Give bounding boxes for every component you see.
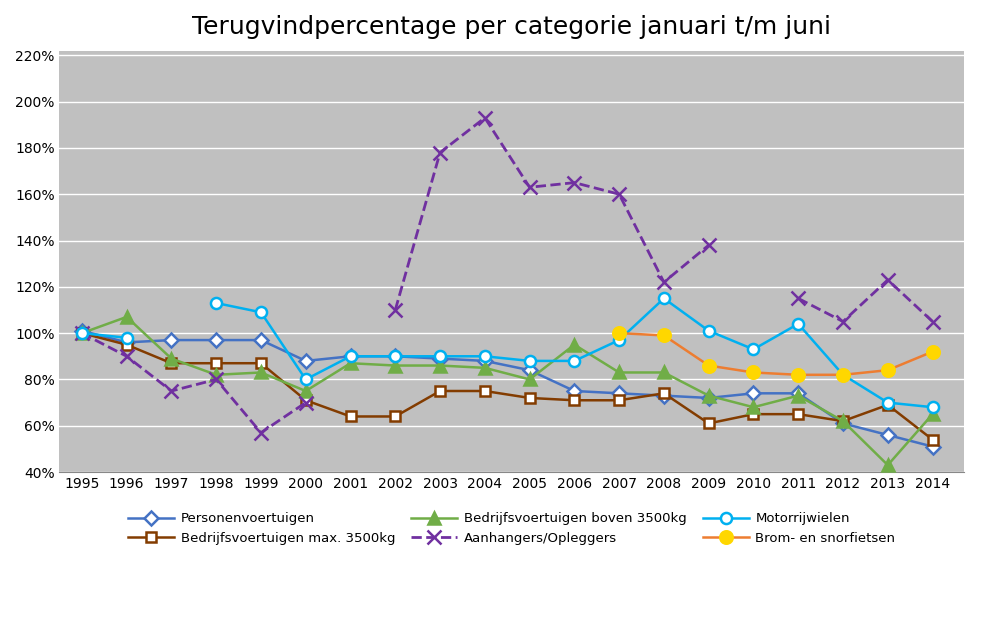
- Aanhangers/Opleggers: [166, 387, 178, 395]
- Personenvoertuigen: [166, 336, 178, 344]
- Bedrijfsvoertuigen max. 3500kg: [613, 396, 625, 404]
- Bedrijfsvoertuigen boven 3500kg: [300, 387, 311, 395]
- Personenvoertuigen: [703, 394, 715, 402]
- Bedrijfsvoertuigen boven 3500kg: [345, 359, 356, 367]
- Legend: Personenvoertuigen, Bedrijfsvoertuigen max. 3500kg, Bedrijfsvoertuigen boven 350: Personenvoertuigen, Bedrijfsvoertuigen m…: [128, 512, 896, 545]
- Bedrijfsvoertuigen boven 3500kg: [479, 364, 491, 372]
- Bedrijfsvoertuigen boven 3500kg: [658, 368, 670, 376]
- Personenvoertuigen: [569, 387, 580, 395]
- Aanhangers/Opleggers: [121, 352, 133, 360]
- Bedrijfsvoertuigen boven 3500kg: [255, 368, 267, 376]
- Line: Bedrijfsvoertuigen boven 3500kg: Bedrijfsvoertuigen boven 3500kg: [77, 311, 938, 471]
- Bedrijfsvoertuigen max. 3500kg: [882, 401, 894, 409]
- Bedrijfsvoertuigen boven 3500kg: [927, 410, 939, 418]
- Bedrijfsvoertuigen max. 3500kg: [345, 413, 356, 421]
- Bedrijfsvoertuigen boven 3500kg: [523, 376, 535, 383]
- Brom- en snorfietsen: [658, 332, 670, 340]
- Motorrijwielen: [121, 334, 133, 341]
- Bedrijfsvoertuigen max. 3500kg: [255, 359, 267, 367]
- Bedrijfsvoertuigen boven 3500kg: [792, 392, 804, 399]
- Line: Brom- en snorfietsen: Brom- en snorfietsen: [613, 327, 939, 381]
- Personenvoertuigen: [882, 431, 894, 439]
- Personenvoertuigen: [76, 327, 87, 334]
- Line: Bedrijfsvoertuigen max. 3500kg: Bedrijfsvoertuigen max. 3500kg: [77, 329, 938, 444]
- Personenvoertuigen: [434, 355, 446, 363]
- Bedrijfsvoertuigen max. 3500kg: [658, 390, 670, 397]
- Title: Terugvindpercentage per categorie januari t/m juni: Terugvindpercentage per categorie januar…: [192, 15, 831, 39]
- Bedrijfsvoertuigen boven 3500kg: [166, 355, 178, 363]
- Line: Aanhangers/Opleggers: Aanhangers/Opleggers: [75, 326, 312, 440]
- Bedrijfsvoertuigen boven 3500kg: [703, 392, 715, 399]
- Bedrijfsvoertuigen max. 3500kg: [390, 413, 402, 421]
- Personenvoertuigen: [613, 390, 625, 397]
- Bedrijfsvoertuigen max. 3500kg: [927, 436, 939, 444]
- Personenvoertuigen: [300, 357, 311, 365]
- Bedrijfsvoertuigen max. 3500kg: [792, 410, 804, 418]
- Aanhangers/Opleggers: [76, 329, 87, 337]
- Bedrijfsvoertuigen max. 3500kg: [300, 396, 311, 404]
- Bedrijfsvoertuigen max. 3500kg: [76, 329, 87, 337]
- Motorrijwielen: [76, 329, 87, 337]
- Aanhangers/Opleggers: [255, 429, 267, 437]
- Bedrijfsvoertuigen max. 3500kg: [434, 387, 446, 395]
- Bedrijfsvoertuigen boven 3500kg: [569, 341, 580, 349]
- Personenvoertuigen: [927, 443, 939, 451]
- Personenvoertuigen: [792, 390, 804, 397]
- Bedrijfsvoertuigen max. 3500kg: [121, 341, 133, 349]
- Personenvoertuigen: [255, 336, 267, 344]
- Brom- en snorfietsen: [613, 329, 625, 337]
- Bedrijfsvoertuigen max. 3500kg: [569, 396, 580, 404]
- Bedrijfsvoertuigen boven 3500kg: [747, 403, 759, 411]
- Bedrijfsvoertuigen max. 3500kg: [523, 394, 535, 402]
- Line: Personenvoertuigen: Personenvoertuigen: [77, 326, 938, 451]
- Bedrijfsvoertuigen max. 3500kg: [210, 359, 222, 367]
- Bedrijfsvoertuigen boven 3500kg: [837, 417, 848, 425]
- Brom- en snorfietsen: [747, 368, 759, 376]
- Bedrijfsvoertuigen boven 3500kg: [390, 361, 402, 369]
- Aanhangers/Opleggers: [300, 399, 311, 406]
- Bedrijfsvoertuigen max. 3500kg: [479, 387, 491, 395]
- Brom- en snorfietsen: [882, 367, 894, 374]
- Bedrijfsvoertuigen boven 3500kg: [434, 361, 446, 369]
- Personenvoertuigen: [479, 357, 491, 365]
- Brom- en snorfietsen: [927, 348, 939, 356]
- Bedrijfsvoertuigen max. 3500kg: [747, 410, 759, 418]
- Personenvoertuigen: [390, 352, 402, 360]
- Personenvoertuigen: [658, 392, 670, 399]
- Personenvoertuigen: [523, 367, 535, 374]
- Personenvoertuigen: [121, 338, 133, 346]
- Bedrijfsvoertuigen boven 3500kg: [882, 461, 894, 469]
- Personenvoertuigen: [210, 336, 222, 344]
- Brom- en snorfietsen: [837, 371, 848, 379]
- Personenvoertuigen: [747, 390, 759, 397]
- Aanhangers/Opleggers: [210, 376, 222, 383]
- Bedrijfsvoertuigen boven 3500kg: [210, 371, 222, 379]
- Bedrijfsvoertuigen boven 3500kg: [121, 313, 133, 321]
- Brom- en snorfietsen: [792, 371, 804, 379]
- Personenvoertuigen: [345, 352, 356, 360]
- Personenvoertuigen: [837, 420, 848, 428]
- Bedrijfsvoertuigen max. 3500kg: [703, 420, 715, 428]
- Bedrijfsvoertuigen boven 3500kg: [613, 368, 625, 376]
- Bedrijfsvoertuigen max. 3500kg: [166, 359, 178, 367]
- Brom- en snorfietsen: [703, 361, 715, 369]
- Bedrijfsvoertuigen boven 3500kg: [76, 329, 87, 337]
- Line: Motorrijwielen: Motorrijwielen: [77, 327, 133, 343]
- Bedrijfsvoertuigen max. 3500kg: [837, 417, 848, 425]
